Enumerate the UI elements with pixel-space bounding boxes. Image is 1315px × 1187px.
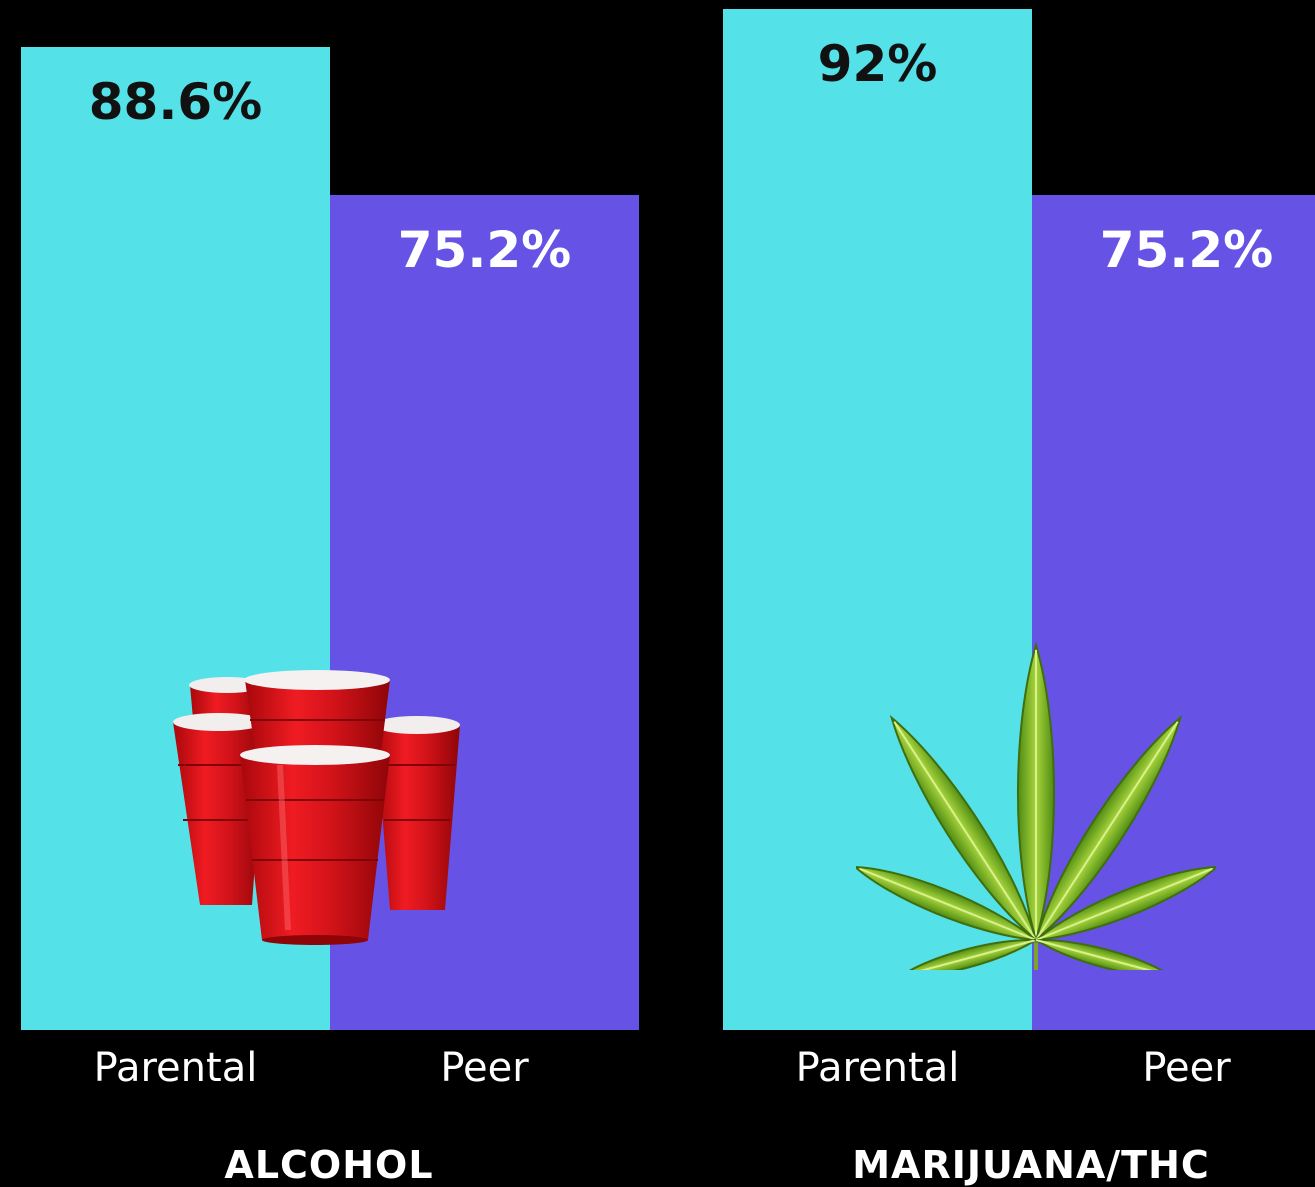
tick-label: Peer xyxy=(440,1045,529,1091)
chart-title: ALCOHOL xyxy=(224,1143,434,1187)
tick-label: Parental xyxy=(795,1045,960,1091)
red-party-cups-illustration xyxy=(170,670,470,949)
red-party-cups-icon xyxy=(173,670,460,945)
bar-peer xyxy=(330,195,639,1030)
data-label: 92% xyxy=(817,35,938,93)
data-label: 75.2% xyxy=(397,221,572,279)
data-label: 88.6% xyxy=(88,73,263,131)
data-label: 75.2% xyxy=(1099,221,1274,279)
cannabis-leaf-icon xyxy=(852,641,1220,978)
cannabis-leaf-illustration xyxy=(852,640,1220,978)
chart-title: MARIJUANA/THC xyxy=(852,1143,1210,1187)
tick-label: Peer xyxy=(1142,1045,1231,1091)
tick-label: Parental xyxy=(93,1045,258,1091)
